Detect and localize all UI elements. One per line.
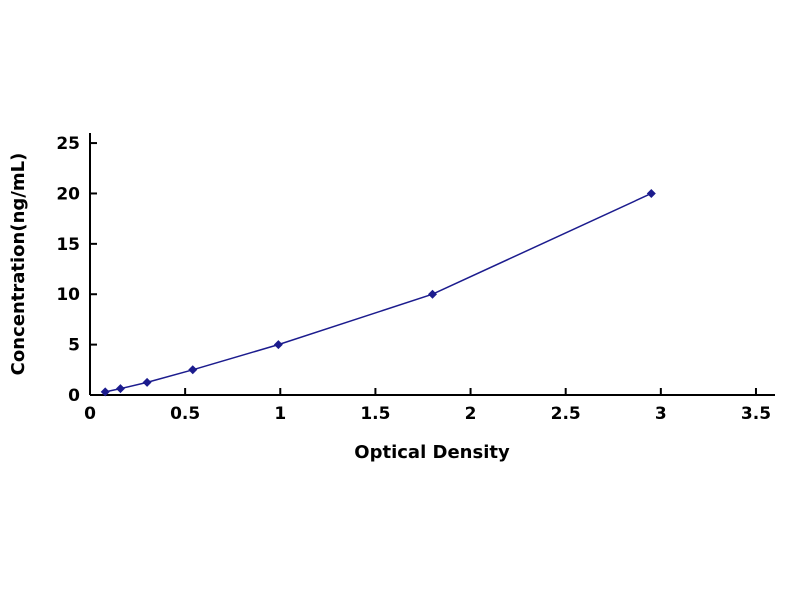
y-tick-label: 15 bbox=[56, 235, 80, 255]
y-tick-label: 10 bbox=[56, 285, 80, 305]
y-ticks: 0 5 10 15 20 25 bbox=[56, 134, 97, 406]
data-point-marker bbox=[273, 340, 283, 350]
data-point-marker bbox=[428, 289, 437, 299]
x-tick-label: 0 bbox=[84, 404, 96, 424]
axes bbox=[89, 133, 775, 396]
data-point-marker bbox=[142, 377, 152, 387]
data-point-marker bbox=[115, 384, 125, 394]
x-tick-label: 2 bbox=[465, 404, 477, 424]
x-ticks: 0 0.5 1 1.5 2 2.5 3 3.5 bbox=[84, 388, 771, 424]
x-axis-label: Optical Density bbox=[354, 442, 510, 463]
y-tick-label: 25 bbox=[56, 134, 80, 154]
x-tick-label: 3.5 bbox=[741, 404, 771, 424]
data-points bbox=[100, 188, 656, 397]
y-tick-label: 20 bbox=[56, 184, 80, 204]
y-axis-label: Concentration(ng/mL) bbox=[8, 153, 29, 376]
x-tick-label: 0.5 bbox=[170, 404, 200, 424]
data-point-marker bbox=[188, 365, 198, 375]
data-point-marker bbox=[100, 387, 110, 397]
y-tick-label: 0 bbox=[68, 386, 80, 406]
x-tick-label: 1.5 bbox=[360, 404, 390, 424]
x-tick-label: 2.5 bbox=[551, 404, 581, 424]
x-tick-label: 1 bbox=[274, 404, 286, 424]
data-point-marker bbox=[646, 188, 656, 198]
series-line bbox=[105, 192, 652, 393]
x-tick-label: 3 bbox=[655, 404, 667, 424]
y-tick-label: 5 bbox=[68, 336, 80, 356]
